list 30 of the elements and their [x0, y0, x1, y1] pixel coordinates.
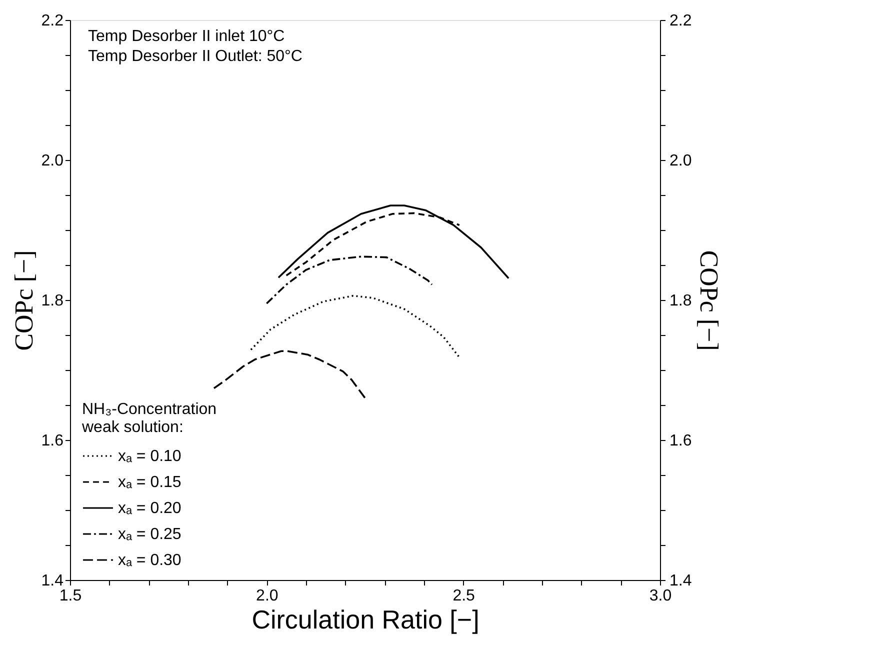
line-series	[250, 294, 460, 358]
y2-tick-label: 1.8	[670, 292, 692, 310]
y2-tick-label: 2.2	[670, 12, 692, 30]
x-tick-label: 2.5	[452, 588, 476, 604]
line-series	[285, 212, 460, 276]
annotation: Temp Desorber II inlet 10°C	[88, 28, 285, 45]
x-tick-label: 2.0	[256, 588, 278, 604]
y-tick-label: 2.2	[41, 12, 64, 30]
y-axis-title: COPc [−]	[9, 250, 38, 351]
x-tick-label: 3.0	[649, 588, 672, 604]
line-series	[266, 256, 433, 304]
line-series	[213, 350, 366, 399]
y2-axis-title: COPc [−]	[694, 250, 724, 351]
line-series	[278, 204, 510, 280]
legend-label: xₐ = 0.15	[118, 474, 182, 491]
y-tick-label: 1.4	[41, 572, 64, 590]
legend-label: xₐ = 0.20	[118, 500, 182, 517]
x-axis-title: Circulation Ratio [−]	[252, 604, 480, 634]
y2-tick-label: 1.4	[670, 572, 692, 590]
y-tick-label: 1.8	[41, 292, 64, 310]
legend-label: xₐ = 0.10	[118, 448, 182, 465]
x-tick-label: 1.5	[59, 588, 82, 604]
y-tick-label: 2.0	[41, 152, 64, 170]
y2-tick-label: 2.0	[670, 152, 692, 170]
y-tick-label: 1.6	[41, 432, 64, 450]
legend-label: xₐ = 0.25	[118, 526, 182, 543]
legend-title: NH₃-Concentration weak solution:	[81, 401, 217, 436]
y2-tick-label: 1.6	[670, 432, 692, 450]
legend-label: xₐ = 0.30	[118, 552, 182, 569]
annotation: Temp Desorber II Outlet: 50°C	[88, 48, 302, 65]
